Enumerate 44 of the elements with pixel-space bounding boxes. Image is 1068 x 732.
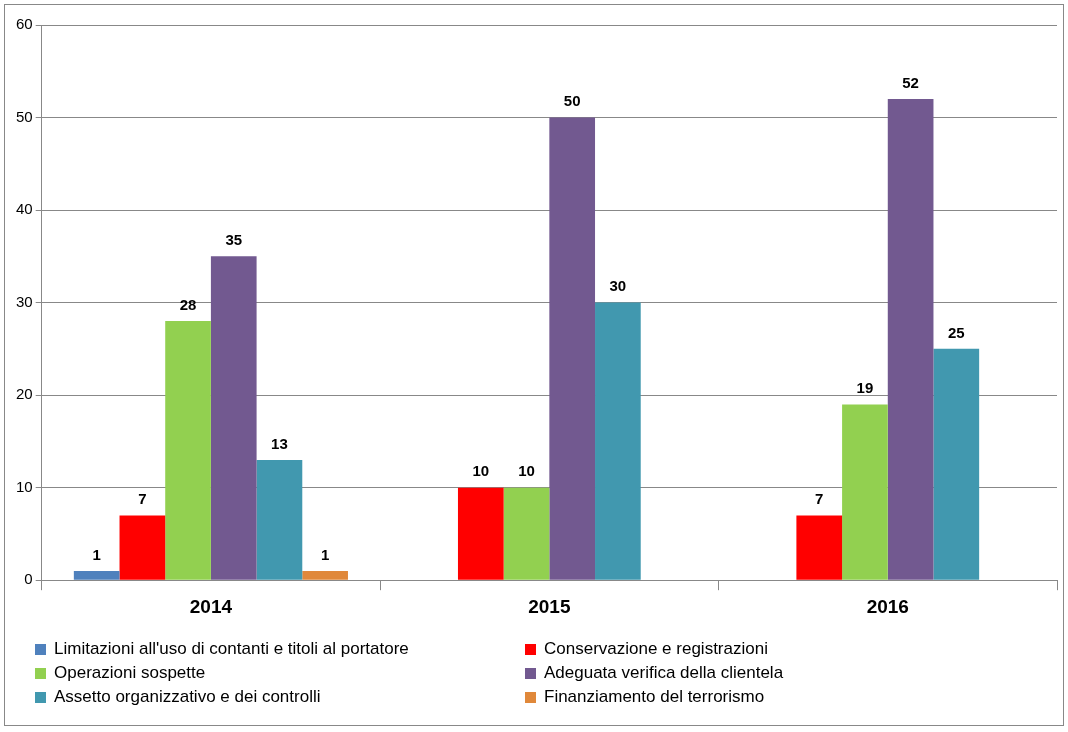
y-tick-label: 30 — [16, 292, 33, 310]
bar — [73, 570, 120, 580]
bar — [119, 515, 166, 580]
legend-label: Conservazione e registrazioni — [543, 639, 769, 659]
data-label: 19 — [856, 379, 874, 397]
data-label: 1 — [320, 545, 330, 563]
bar — [302, 570, 348, 580]
data-label: 52 — [902, 73, 919, 91]
x-tick-label: 2014 — [189, 595, 233, 617]
data-label: 7 — [815, 490, 824, 508]
data-label: 25 — [947, 323, 965, 341]
data-label: 10 — [472, 462, 490, 480]
legend-label: Finanziamento del terrorismo — [543, 687, 766, 707]
data-label: 50 — [563, 92, 581, 110]
y-tick-label: 50 — [16, 107, 33, 125]
data-label: 28 — [179, 295, 197, 313]
data-label: 7 — [138, 490, 147, 508]
bar — [256, 459, 303, 580]
data-label: 10 — [518, 462, 535, 480]
data-label: 30 — [609, 277, 627, 295]
data-label: 1 — [92, 545, 101, 563]
bar — [933, 348, 980, 580]
bar — [842, 404, 888, 580]
bar — [796, 515, 843, 580]
data-label: 35 — [225, 230, 243, 248]
y-tick-label: 10 — [16, 477, 33, 495]
legend-label: Operazioni sospette — [53, 663, 207, 683]
y-tick-label: 20 — [16, 385, 33, 403]
x-tick-label: 2016 — [866, 595, 909, 617]
bar — [503, 487, 550, 580]
bar — [457, 487, 504, 580]
legend-label: Limitazioni all'uso di contanti e titoli al portatore — [53, 639, 410, 659]
y-tick-label: 40 — [16, 200, 33, 218]
bar — [887, 99, 934, 580]
legend-label: Assetto organizzativo e dei controlli — [53, 687, 322, 707]
data-label: 13 — [271, 434, 288, 452]
bar — [595, 302, 641, 580]
bar — [210, 256, 257, 580]
bar — [165, 321, 211, 580]
x-tick-label: 2015 — [528, 595, 571, 617]
bar — [549, 117, 596, 580]
legend-label: Adeguata verifica della clientela — [543, 663, 785, 683]
y-tick-label: 60 — [16, 15, 33, 33]
y-tick-label: 0 — [24, 570, 33, 588]
